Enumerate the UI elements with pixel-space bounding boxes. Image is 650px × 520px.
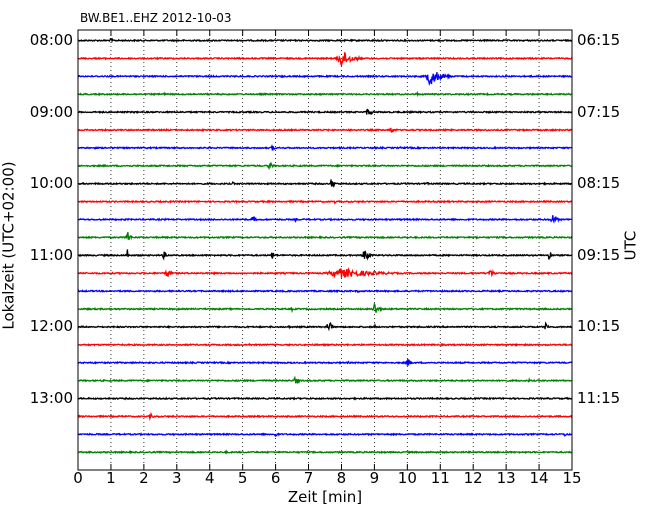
trace-line (77, 127, 573, 133)
y-tick-label-left: 12:00 (29, 317, 73, 336)
trace-line (77, 161, 573, 171)
tick-marks (77, 30, 573, 470)
trace-line (77, 266, 573, 279)
x-tick-label: 9 (369, 468, 380, 487)
traces (77, 37, 573, 455)
x-tick-label: 5 (237, 468, 248, 487)
trace-line (77, 37, 573, 44)
y-axis-label-right: UTC (621, 230, 640, 261)
y-tick-label-right: 10:15 (577, 317, 621, 336)
y-tick-label-right: 07:15 (577, 102, 621, 121)
y-tick-label-left: 09:00 (29, 102, 73, 121)
x-tick-label: 11 (430, 468, 450, 487)
x-tick-label: 0 (73, 468, 83, 487)
y-tick-label-left: 11:00 (29, 245, 73, 264)
y-tick-label-right: 09:15 (577, 245, 621, 264)
trace-line (77, 432, 573, 437)
x-tick-label: 14 (529, 468, 549, 487)
trace-line (77, 342, 573, 347)
plot-frame (77, 29, 573, 471)
x-tick-label: 2 (139, 468, 149, 487)
trace-line (77, 179, 573, 188)
y-tick-label-left: 13:00 (29, 389, 73, 407)
x-tick-label: 6 (270, 468, 281, 487)
x-tick-label: 4 (204, 468, 215, 487)
y-tick-label-left: 08:00 (29, 31, 73, 49)
trace-line (77, 90, 573, 98)
x-axis-label: Zeit [min] (287, 488, 363, 506)
trace-line (77, 199, 573, 205)
trace-line (77, 289, 573, 294)
trace-line (77, 375, 573, 384)
trace-line (77, 321, 573, 332)
x-tick-label: 7 (303, 468, 314, 487)
trace-line (77, 396, 573, 401)
y-tick-label-left: 10:00 (29, 174, 73, 193)
trace-line (77, 108, 573, 115)
trace-line (77, 358, 573, 366)
trace-line (77, 143, 573, 151)
y-tick-label-right: 08:15 (577, 174, 621, 193)
x-tick-label: 3 (172, 468, 182, 487)
trace-line (77, 249, 573, 261)
trace-line (77, 302, 573, 314)
trace-line (77, 52, 573, 68)
trace-line (77, 215, 573, 224)
y-tick-label-right: 11:15 (577, 389, 621, 407)
x-tick-label: 15 (562, 468, 582, 487)
grid (110, 30, 540, 470)
trace-line (77, 232, 573, 241)
trace-line (77, 449, 573, 455)
x-tick-label: 13 (496, 468, 516, 487)
x-tick-label: 1 (106, 468, 116, 487)
x-tick-label: 12 (463, 468, 483, 487)
chart-title: BW.BE1..EHZ 2012-10-03 (80, 11, 232, 25)
x-tick-label: 8 (336, 468, 347, 487)
x-tick-label: 10 (397, 468, 417, 487)
y-tick-label-right: 06:15 (577, 31, 621, 49)
trace-line (77, 411, 573, 421)
trace-line (77, 72, 573, 87)
